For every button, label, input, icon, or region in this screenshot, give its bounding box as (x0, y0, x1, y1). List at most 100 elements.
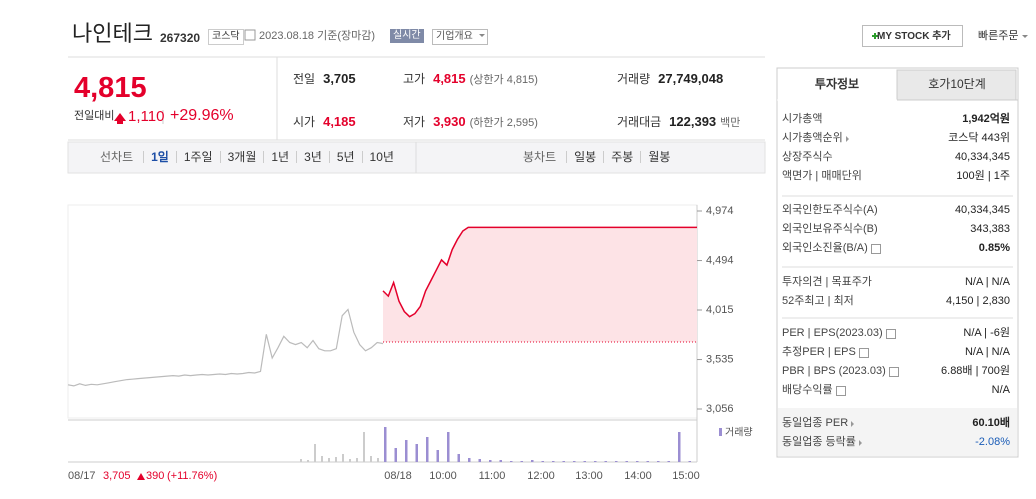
company-button[interactable]: 기업개요 (432, 29, 488, 45)
summary-note: (상한가 4,815) (469, 74, 538, 86)
y-tick-label: 4,974 (706, 205, 734, 217)
up-icon (137, 473, 145, 480)
volume-bar (646, 461, 649, 462)
label-text: 시가총액순위 (782, 132, 843, 144)
invest-label: 투자의견 | 목표주가 (782, 277, 872, 288)
period-tab[interactable]: 3년 (296, 151, 329, 163)
volume-bar (667, 461, 670, 462)
panel (776, 67, 1019, 458)
volume-bar (489, 460, 492, 462)
quick-order[interactable]: 빠른주문 (978, 30, 1019, 42)
help-icon (885, 328, 896, 339)
volume-label: 거래량 (725, 427, 753, 439)
label-text: 외국인한도주식수(A) (782, 204, 878, 216)
invest-value: 40,334,345 (954, 204, 1010, 216)
today-line (382, 226, 697, 318)
candle-tab[interactable]: 일봉 (566, 151, 603, 163)
x-tick-label: 10:00 (429, 470, 457, 482)
arrow-icon (858, 439, 862, 446)
summary-value: 122,393 (669, 114, 717, 129)
volume-bar (583, 461, 586, 462)
change-rate: +29.96% (170, 107, 234, 124)
up-icon (114, 113, 126, 124)
prev-change: 390 (146, 470, 164, 482)
invest-label: 52주최고 | 최저 (782, 296, 854, 307)
summary-value: 3,930 (433, 114, 466, 129)
stock-name: 나인테크 (72, 21, 153, 46)
volume-bar (426, 437, 429, 462)
help-icon (835, 385, 846, 396)
chart-tabs: 선차트 1일 1주일 3개월 1년 3년 5년 10년 (90, 151, 401, 163)
arrow-icon (845, 135, 849, 142)
invest-value: 60.10배 (972, 417, 1010, 429)
label-text: 외국인소진율(B/A) (782, 242, 868, 254)
calendar-icon (244, 29, 256, 41)
invest-value: N/A | -6원 (963, 327, 1010, 339)
label-text: 시가총액 (782, 113, 823, 125)
dropdown-icon (1022, 35, 1028, 38)
invest-label: 액면가 | 매매단위 (782, 171, 862, 182)
summary-value: 3,705 (323, 71, 356, 86)
period-tab[interactable]: 3개월 (219, 151, 264, 163)
period-tab[interactable]: 10년 (361, 151, 401, 163)
summary-cell: 고가 4,815 (상한가 4,815) (403, 72, 538, 86)
volume-bar (377, 458, 379, 462)
volume-bar (688, 461, 691, 462)
invest-value: 1,942억원 (962, 113, 1010, 125)
label-text: 외국인보유주식수(B) (782, 223, 878, 235)
volume-bar (321, 456, 323, 462)
candle-tabs: 봉차트 일봉 주봉 월봉 (513, 151, 677, 163)
volume-bar (457, 454, 460, 462)
summary-label: 시가 (293, 115, 316, 129)
invest-tab[interactable]: 투자정보 (814, 77, 860, 91)
volume-bar (499, 460, 502, 462)
period-tab[interactable]: 1일 (143, 151, 176, 163)
invest-value: N/A | N/A (964, 346, 1010, 358)
invest-label: 동일업종 PER (782, 418, 855, 429)
x-tick-label: 12:00 (527, 470, 555, 482)
invest-value: N/A | N/A (964, 276, 1010, 288)
arrow-icon (851, 420, 855, 427)
invest-value: 40,334,345 (954, 151, 1010, 163)
volume-bar (625, 461, 628, 462)
invest-label: PBR | BPS (2023.03) (782, 366, 899, 377)
volume-bar (436, 450, 439, 462)
volume-bar (342, 454, 344, 462)
volume-bar (573, 461, 576, 462)
invest-value: 0.85% (978, 242, 1010, 254)
invest-value: N/A (991, 384, 1010, 396)
candle-tab[interactable]: 월봉 (640, 151, 677, 163)
summary-value: 27,749,048 (658, 71, 724, 86)
help-icon (870, 243, 881, 254)
label-text: 상장주식수 (782, 151, 833, 163)
volume-bar (615, 461, 618, 462)
summary-cell: 전일 3,705 (293, 72, 356, 85)
candle-tab[interactable]: 주봉 (603, 151, 640, 163)
y-tick-label: 4,494 (706, 254, 734, 266)
summary-note: 백만 (720, 117, 741, 129)
invest-value: 코스닥 443위 (948, 132, 1010, 144)
y-tick-label: 4,015 (706, 304, 734, 316)
period-tab[interactable]: 1주일 (175, 151, 220, 163)
invest-tab[interactable]: 호가10단계 (928, 77, 986, 91)
volume-bar (307, 460, 309, 462)
summary-cell: 거래대금 122,393 백만 (617, 115, 740, 129)
volume-bar (552, 461, 555, 462)
volume-bar (349, 459, 351, 462)
invest-value: 6.88배 | 700원 (941, 365, 1010, 377)
invest-label: 시가총액순위 (782, 133, 849, 144)
market-badge: 코스닥 (208, 29, 244, 45)
invest-value: 343,383 (970, 223, 1010, 235)
mystock-button[interactable]: MY STOCK 추가 (862, 25, 963, 47)
period-tab[interactable]: 5년 (328, 151, 362, 163)
volume-bar (510, 461, 513, 462)
period-tab[interactable]: 1년 (263, 151, 296, 163)
label-text: 동일업종 등락률 (782, 436, 856, 448)
label-text: 배당수익률 (782, 384, 833, 396)
summary-cell: 저가 3,930 (하한가 2,595) (403, 115, 538, 129)
invest-label: 동일업종 등락률 (782, 437, 862, 448)
realtime-badge[interactable]: 실시간 (390, 29, 424, 43)
dropdown-icon (479, 34, 485, 37)
summary-label: 저가 (403, 115, 426, 129)
